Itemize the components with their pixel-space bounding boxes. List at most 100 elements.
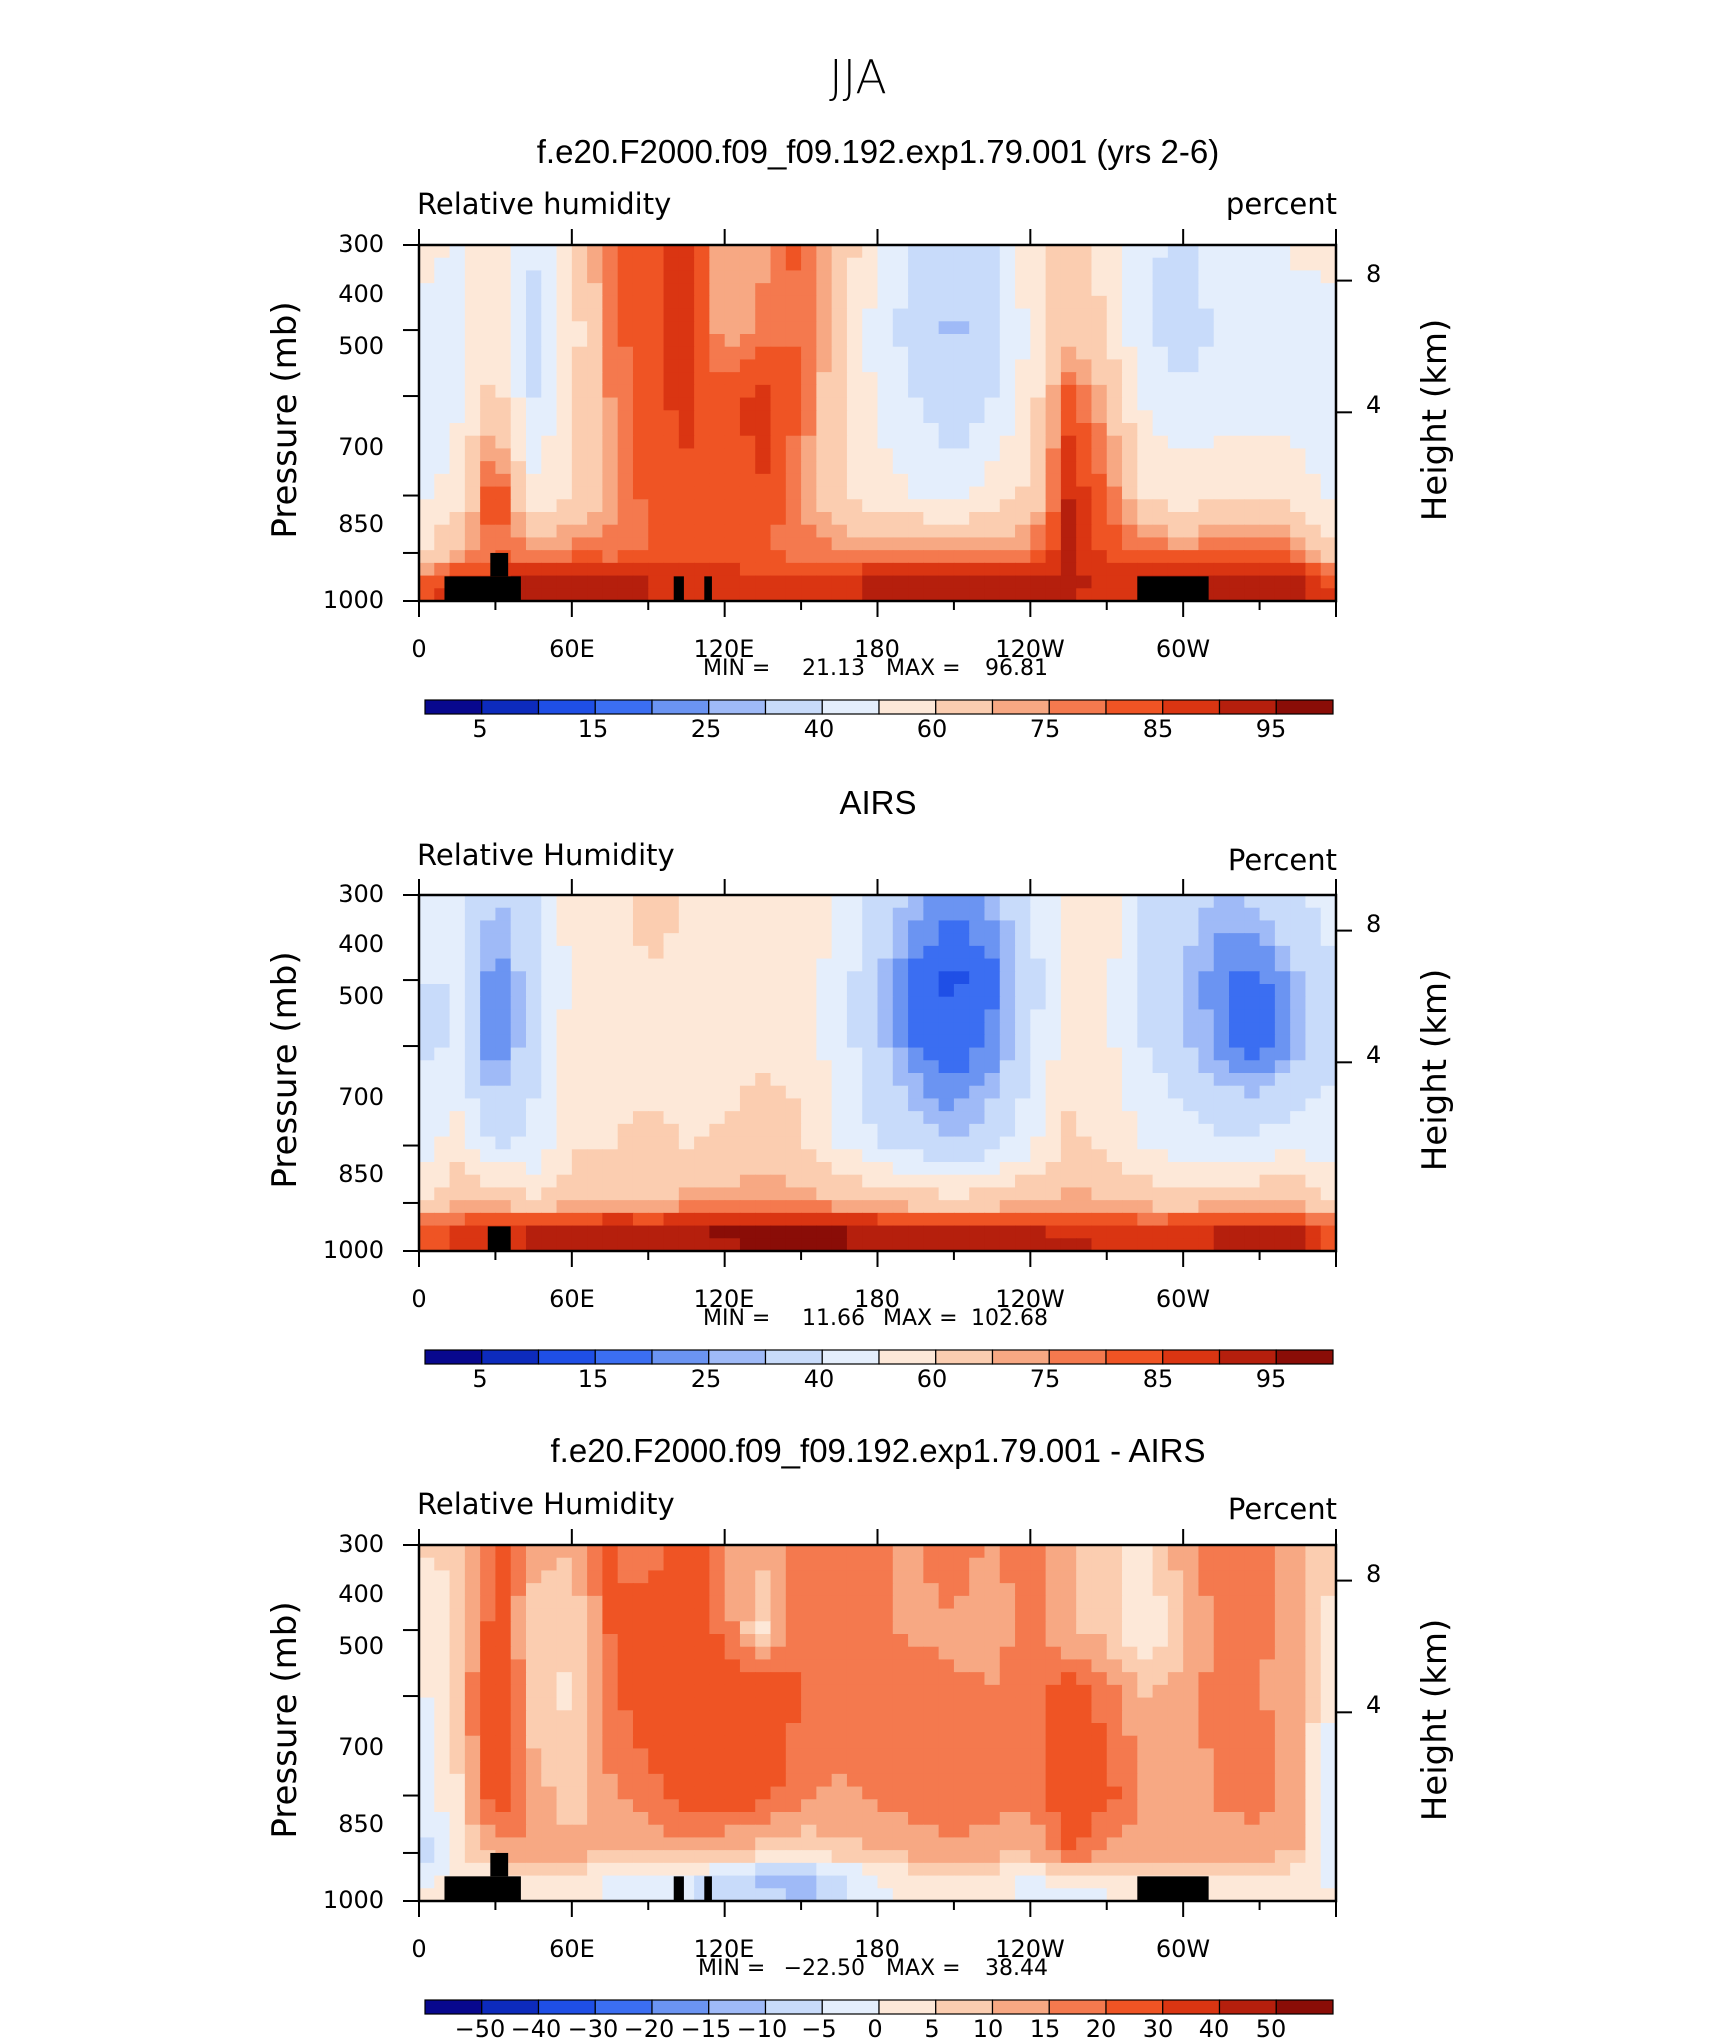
heatmap-cell xyxy=(908,1557,924,1572)
heatmap-cell xyxy=(984,1634,1001,1648)
heatmap-cell xyxy=(816,550,833,564)
heatmap-cell xyxy=(1122,1034,1138,1049)
heatmap-cell xyxy=(1198,448,1215,462)
heatmap-cell xyxy=(816,1009,833,1023)
heatmap-cell xyxy=(480,1149,497,1163)
heatmap-cell xyxy=(1060,1047,1077,1061)
heatmap-cell xyxy=(1259,1710,1276,1724)
heatmap-cell xyxy=(1198,1761,1215,1775)
heatmap-cell xyxy=(770,1697,787,1711)
heatmap-cell xyxy=(801,1212,817,1227)
heatmap-cell xyxy=(419,1824,435,1839)
heatmap-cell xyxy=(1305,1225,1322,1239)
heatmap-cell xyxy=(464,1212,481,1227)
heatmap-cell xyxy=(709,1710,726,1724)
heatmap-cell xyxy=(510,359,527,373)
heatmap-cell xyxy=(831,1174,848,1189)
heatmap-cell xyxy=(953,1748,970,1762)
heatmap-cell xyxy=(1106,907,1123,922)
heatmap-cell xyxy=(1183,945,1200,960)
heatmap-cell xyxy=(770,1123,787,1138)
heatmap-cell xyxy=(1259,435,1276,450)
heatmap-cell xyxy=(1305,473,1322,488)
heatmap-cell xyxy=(1229,397,1245,411)
heatmap-cell xyxy=(1259,1034,1276,1049)
heatmap-cell xyxy=(525,1812,542,1826)
heatmap-cell xyxy=(1290,907,1307,922)
heatmap-cell xyxy=(999,359,1016,373)
heatmap-cell xyxy=(678,1123,695,1138)
heatmap-cell xyxy=(480,461,497,475)
heatmap-cell xyxy=(709,346,726,361)
heatmap-cell xyxy=(724,486,741,500)
heatmap-cell xyxy=(846,550,863,564)
heatmap-cell xyxy=(1213,1034,1230,1049)
heatmap-cell xyxy=(648,423,665,437)
heatmap-cell xyxy=(648,907,665,922)
heatmap-cell xyxy=(724,933,741,947)
heatmap-cell xyxy=(1290,308,1307,322)
heatmap-cell xyxy=(1137,410,1154,424)
heatmap-cell xyxy=(541,933,558,947)
heatmap-cell xyxy=(1167,1123,1184,1138)
heatmap-cell xyxy=(831,1136,848,1150)
heatmap-cell xyxy=(1045,588,1062,602)
heatmap-cell xyxy=(984,1786,1001,1800)
heatmap-cell xyxy=(923,1684,940,1699)
heatmap-cell xyxy=(1183,1022,1200,1036)
heatmap-cell xyxy=(953,270,970,284)
y-tick-label: 1000 xyxy=(323,586,384,614)
heatmap-cell xyxy=(739,1187,756,1201)
heatmap-cell xyxy=(1274,1009,1291,1023)
heatmap-cell xyxy=(739,1773,756,1788)
heatmap-cell xyxy=(938,1634,955,1648)
heatmap-cell xyxy=(1152,1545,1169,1559)
heatmap-cell xyxy=(1106,1748,1123,1762)
heatmap-cell xyxy=(1091,1723,1108,1737)
heatmap-cell xyxy=(449,245,466,259)
heatmap-cell xyxy=(587,588,603,602)
heatmap-cell xyxy=(602,1149,619,1163)
heatmap-cell xyxy=(1259,321,1276,335)
heatmap-cell xyxy=(694,295,710,310)
heatmap-cell xyxy=(1305,996,1322,1011)
heatmap-cell xyxy=(755,1646,772,1661)
heatmap-cell xyxy=(1305,270,1322,284)
heatmap-cell xyxy=(1060,245,1077,259)
heatmap-cell xyxy=(846,907,863,922)
heatmap-cell xyxy=(541,1136,558,1150)
heatmap-cell xyxy=(1030,1812,1047,1826)
heatmap-cell xyxy=(785,1697,802,1711)
heatmap-cell xyxy=(831,1634,848,1648)
heatmap-cell xyxy=(908,423,924,437)
heatmap-cell xyxy=(1259,1060,1276,1074)
heatmap-cell xyxy=(1198,1111,1215,1125)
heatmap-cell xyxy=(1076,1200,1093,1214)
heatmap-cell xyxy=(617,537,634,551)
heatmap-cell xyxy=(449,1149,466,1163)
heatmap-cell xyxy=(816,1608,833,1622)
heatmap-cell xyxy=(602,1123,619,1138)
heatmap-cell xyxy=(663,1545,680,1559)
heatmap-cell xyxy=(1122,397,1138,411)
heatmap-cell xyxy=(632,1187,649,1201)
heatmap-cell xyxy=(801,1034,817,1049)
heatmap-cell xyxy=(525,1162,542,1176)
heatmap-cell xyxy=(1244,971,1261,985)
heatmap-cell xyxy=(831,1200,848,1214)
heatmap-cell xyxy=(862,1646,879,1661)
heatmap-cell xyxy=(449,1022,466,1036)
heatmap-cell xyxy=(1213,1136,1230,1150)
heatmap-cell xyxy=(724,971,741,985)
heatmap-cell xyxy=(678,308,695,322)
heatmap-cell xyxy=(999,283,1016,297)
heatmap-cell xyxy=(724,321,741,335)
heatmap-cell xyxy=(632,435,649,450)
heatmap-cell xyxy=(1152,1723,1169,1737)
heatmap-cell xyxy=(923,334,940,348)
heatmap-cell xyxy=(1122,1136,1138,1150)
heatmap-cell xyxy=(969,1761,986,1775)
heatmap-cell xyxy=(541,588,558,602)
heatmap-cell xyxy=(602,1723,619,1737)
heatmap-cell xyxy=(525,971,542,985)
